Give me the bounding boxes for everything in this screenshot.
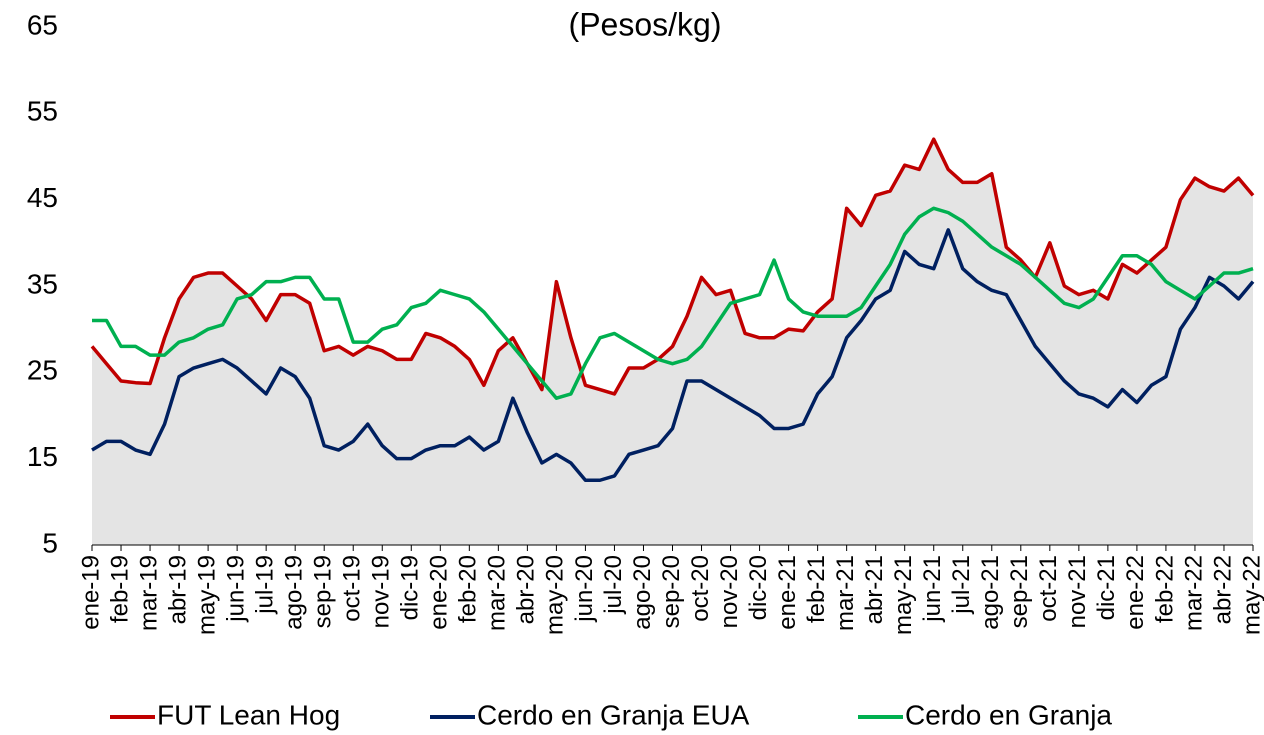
x-tick-label: mar-21 (832, 555, 859, 631)
line-series (91, 228, 1255, 482)
x-tick-label: ene-19 (77, 555, 104, 630)
x-tick-label: jul-20 (600, 555, 627, 615)
line-series (92, 206, 1254, 400)
x-tick-label: dic-20 (745, 555, 772, 620)
x-tick-label: jun-19 (222, 555, 249, 623)
legend-label: Cerdo en Granja (905, 699, 1112, 730)
x-tick-label: dic-21 (1093, 555, 1120, 620)
x-tick-label: abr-21 (861, 555, 888, 624)
x-tick-label: nov-19 (368, 555, 395, 628)
x-tick-label: ago-21 (977, 555, 1004, 630)
x-tick-label: feb-20 (455, 555, 482, 623)
area (92, 139, 1253, 545)
x-tick-label: dic-19 (397, 555, 424, 620)
y-tick-label: 35 (27, 268, 58, 299)
x-tick-label: mar-19 (135, 555, 162, 631)
x-tick-label: feb-19 (106, 555, 133, 623)
y-tick-label: 45 (27, 182, 58, 213)
x-tick-label: jun-21 (919, 555, 946, 623)
x-tick-label: may-19 (193, 555, 220, 635)
x-tick-label: nov-21 (1064, 555, 1091, 628)
x-tick-label: mar-22 (1180, 555, 1207, 631)
y-tick-label: 25 (27, 355, 58, 386)
x-tick-label: jul-21 (948, 555, 975, 615)
x-tick-label: oct-21 (1035, 555, 1062, 622)
legend-label: Cerdo en Granja EUA (477, 699, 750, 730)
x-tick-label: oct-20 (687, 555, 714, 622)
x-tick-label: sep-19 (310, 555, 337, 628)
x-tick-label: may-22 (1238, 555, 1264, 635)
x-tick-label: ago-20 (629, 555, 656, 630)
x-tick-label: jul-19 (251, 555, 278, 615)
x-tick-label: abr-22 (1209, 555, 1236, 624)
y-tick-label: 65 (27, 9, 58, 40)
x-tick-label: abr-19 (164, 555, 191, 624)
x-tick-label: sep-21 (1006, 555, 1033, 628)
y-tick-label: 5 (42, 527, 58, 558)
x-tick-label: nov-20 (716, 555, 743, 628)
y-tick-label: 55 (27, 96, 58, 127)
x-tick-label: jun-20 (571, 555, 598, 623)
legend-label: FUT Lean Hog (157, 699, 340, 730)
x-tick-label: ene-21 (774, 555, 801, 630)
x-tick-label: may-20 (542, 555, 569, 635)
x-tick-label: ene-20 (426, 555, 453, 630)
x-tick-label: sep-20 (658, 555, 685, 628)
x-tick-label: oct-19 (339, 555, 366, 622)
line-series (90, 137, 1255, 396)
x-tick-label: abr-20 (513, 555, 540, 624)
x-tick-label: feb-22 (1151, 555, 1178, 623)
x-tick-label: mar-20 (484, 555, 511, 631)
x-tick-label: feb-21 (803, 555, 830, 623)
y-tick-label: 15 (27, 441, 58, 472)
x-tick-label: ene-22 (1122, 555, 1149, 630)
chart-title: (Pesos/kg) (569, 6, 722, 42)
x-tick-label: ago-19 (281, 555, 308, 630)
x-tick-label: may-21 (890, 555, 917, 635)
